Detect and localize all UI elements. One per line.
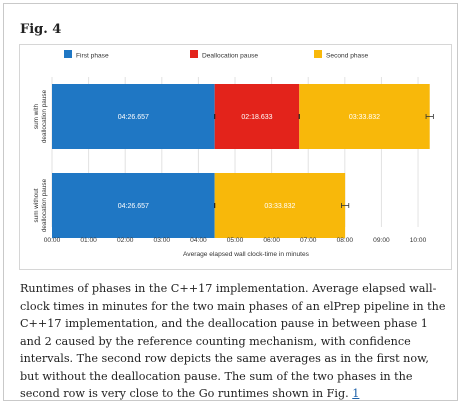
stacked-bar-chart: First phase Deallocation pause Second phas… (33, 50, 434, 258)
x-tick-label: 10:00 (410, 237, 427, 244)
category-label-line: sum with (33, 103, 40, 129)
caption-text: Runtimes of phases in the C++17 implemen… (20, 282, 446, 400)
bar-segment (52, 173, 215, 238)
chart-container: First phase Deallocation pause Second phas… (19, 44, 452, 270)
category-label-line: deallocation pause (41, 178, 48, 232)
legend-label: Second phase (326, 53, 368, 60)
category-label: sum withoutdeallocation pause (33, 178, 48, 232)
x-tick-label: 05:00 (227, 237, 244, 244)
figure-label: Fig. 4 (20, 22, 62, 37)
legend-swatch (314, 50, 322, 58)
x-tick-label: 01:00 (80, 237, 97, 244)
bar-value-label: 02:18.633 (241, 114, 272, 121)
x-tick-label: 02:00 (117, 237, 134, 244)
bar-segment (214, 173, 346, 238)
category-label-line: deallocation pause (41, 89, 48, 143)
x-tick-label: 06:00 (263, 237, 280, 244)
figure-frame: Fig. 4 First phase Deallocation pause Seco… (3, 3, 458, 401)
bar-segment (214, 84, 300, 149)
x-tick-label: 04:00 (190, 237, 207, 244)
x-tick-label: 03:00 (154, 237, 171, 244)
bar-value-label: 04:26.657 (118, 114, 149, 121)
legend-label: Deallocation pause (202, 53, 258, 60)
fig-1-link[interactable]: 1 (352, 387, 360, 400)
x-axis-label: Average elapsed wall clock-time in minut… (183, 251, 310, 258)
figure-caption: Runtimes of phases in the C++17 implemen… (20, 280, 450, 403)
x-tick-label: 07:00 (300, 237, 317, 244)
bar-segment (299, 84, 430, 149)
bar-value-label: 04:26.657 (118, 203, 149, 210)
legend-swatch (64, 50, 72, 58)
bar-segment (52, 84, 215, 149)
legend-swatch (190, 50, 198, 58)
bar-value-label: 03:33.832 (264, 203, 295, 210)
bar-value-label: 03:33.832 (349, 114, 380, 121)
category-label-line: sum without (33, 188, 40, 222)
x-tick-label: 08:00 (337, 237, 354, 244)
category-label: sum withdeallocation pause (33, 89, 48, 143)
x-tick-label: 00:00 (44, 237, 61, 244)
legend-label: First phase (76, 53, 109, 60)
x-tick-label: 09:00 (373, 237, 390, 244)
